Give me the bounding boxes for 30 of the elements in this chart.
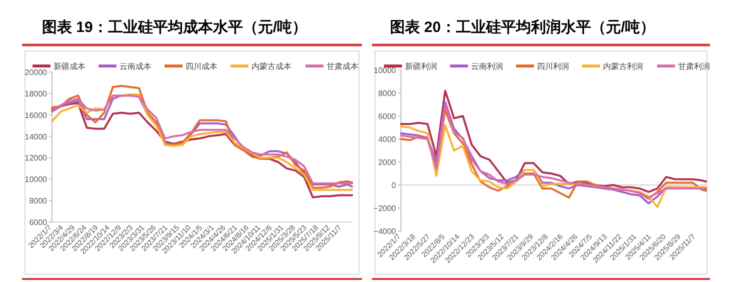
line-series (51, 102, 353, 198)
y-tick-label: −4000 (374, 227, 397, 236)
chart-title: 图表 19：工业硅平均成本水平（元/吨） (42, 19, 308, 36)
legend-label: 四川利润 (537, 62, 569, 71)
legend-label: 甘肃利润 (678, 62, 710, 71)
legend-label: 内蒙古成本 (252, 62, 292, 71)
y-tick-label: 10000 (374, 66, 397, 75)
legend-label: 新疆成本 (54, 62, 86, 71)
y-tick-label: 20000 (24, 68, 48, 77)
y-tick-label: 2000 (378, 158, 397, 167)
y-tick-label: 10000 (24, 175, 48, 184)
y-tick-label: 6000 (378, 112, 397, 121)
y-tick-label: 12000 (24, 154, 48, 163)
y-tick-label: 14000 (24, 132, 48, 142)
line-series (400, 90, 707, 193)
legend-label: 新疆利润 (405, 62, 437, 71)
y-tick-label: 18000 (24, 89, 48, 98)
legend-label: 甘肃成本 (326, 62, 358, 71)
y-tick-label: 6000 (29, 218, 48, 227)
legend-label: 内蒙古利润 (603, 62, 643, 71)
legend-label: 云南利润 (471, 62, 503, 71)
chart-title: 图表 20：工业硅平均利润水平（元/吨） (390, 18, 656, 36)
y-tick-label: 0 (392, 181, 397, 190)
y-tick-label: 16000 (24, 110, 48, 120)
y-tick-label: 8000 (378, 89, 397, 98)
y-tick-label: −2000 (374, 204, 397, 213)
legend-label: 四川成本 (186, 62, 218, 71)
y-tick-label: 4000 (378, 135, 397, 144)
legend-label: 云南成本 (120, 62, 152, 71)
y-tick-label: 8000 (29, 196, 48, 206)
